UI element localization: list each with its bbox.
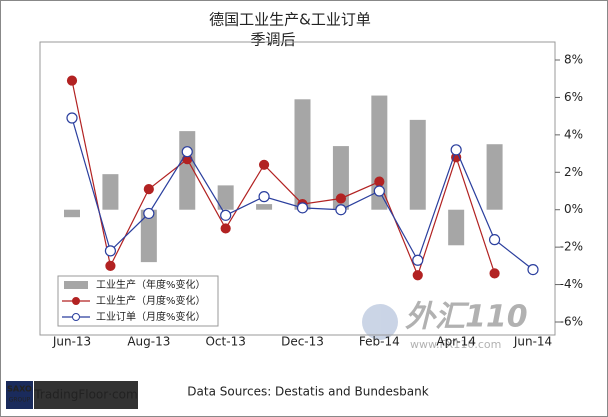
y-tick-label: 2%	[564, 165, 583, 179]
saxo-logo-top: SAXO	[7, 385, 32, 394]
x-tick-label: Aug-13	[127, 335, 170, 349]
marker	[181, 146, 193, 158]
source: Data Sources: Destatis and Bundesbank	[187, 385, 428, 399]
marker	[373, 185, 385, 197]
watermark-url: www.FX110.com	[410, 338, 501, 351]
chart-subtitle: 季调后	[250, 31, 295, 49]
marker	[258, 159, 270, 170]
legend-swatch	[64, 281, 88, 289]
watermark-name: 外汇110	[405, 300, 528, 335]
marker	[335, 193, 347, 204]
line	[71, 80, 496, 277]
bar	[486, 144, 503, 210]
y-tick-label: 8%	[564, 53, 583, 67]
chart-title: 德国工业生产&工业订单	[209, 11, 371, 29]
x-tick-label: Dec-13	[281, 335, 324, 349]
marker	[412, 254, 424, 266]
plot-frame	[39, 41, 556, 336]
marker	[527, 264, 539, 276]
marker	[335, 204, 347, 216]
marker	[488, 234, 501, 246]
marker	[296, 202, 309, 214]
x-tick-label: Oct-13	[205, 335, 245, 349]
y-tick-label: -2%	[560, 240, 583, 254]
marker	[104, 245, 117, 257]
saxo-logo-bottom: GROUP	[9, 397, 31, 404]
bar	[256, 204, 273, 210]
marker	[374, 176, 385, 187]
brand: TradingFloor·com	[33, 388, 137, 402]
marker	[450, 144, 462, 156]
x-tick-label: Jun-14	[513, 335, 552, 349]
y-tick-label: 4%	[564, 127, 583, 141]
y-tick-label: -4%	[560, 277, 583, 291]
bar	[332, 146, 349, 210]
marker	[66, 75, 78, 86]
x-tick-label: Feb-14	[359, 335, 400, 349]
bar	[294, 99, 311, 210]
x-tick-label: Jun-13	[52, 335, 91, 349]
legend-marker	[72, 313, 80, 321]
y-tick-label: 6%	[564, 90, 583, 104]
legend-label: 工业生产（月度%变化）	[96, 294, 206, 307]
marker	[412, 270, 423, 281]
saxo-logo	[6, 381, 33, 409]
marker	[220, 223, 231, 234]
bar	[102, 174, 119, 210]
marker	[143, 184, 154, 195]
marker	[489, 268, 500, 279]
legend-label: 工业生产（年度%变化）	[96, 278, 206, 291]
marker	[143, 207, 155, 220]
brand-box	[34, 381, 138, 409]
y-tick-label: -6%	[560, 315, 583, 329]
bar	[140, 209, 157, 263]
bar	[64, 209, 80, 218]
marker	[105, 260, 116, 271]
bar	[448, 209, 465, 246]
marker	[220, 209, 232, 221]
legend-marker	[72, 297, 80, 305]
legend-label: 工业订单（月度%变化）	[96, 310, 206, 323]
bar	[409, 119, 426, 210]
x-tick-label: Apr-14	[436, 335, 476, 349]
bar	[217, 185, 234, 210]
marker	[66, 112, 78, 124]
watermark: 外汇110 www.FX110.com	[362, 300, 528, 351]
watermark-icon	[362, 304, 398, 340]
marker	[258, 191, 270, 203]
y-tick-label: 0%	[564, 202, 583, 216]
